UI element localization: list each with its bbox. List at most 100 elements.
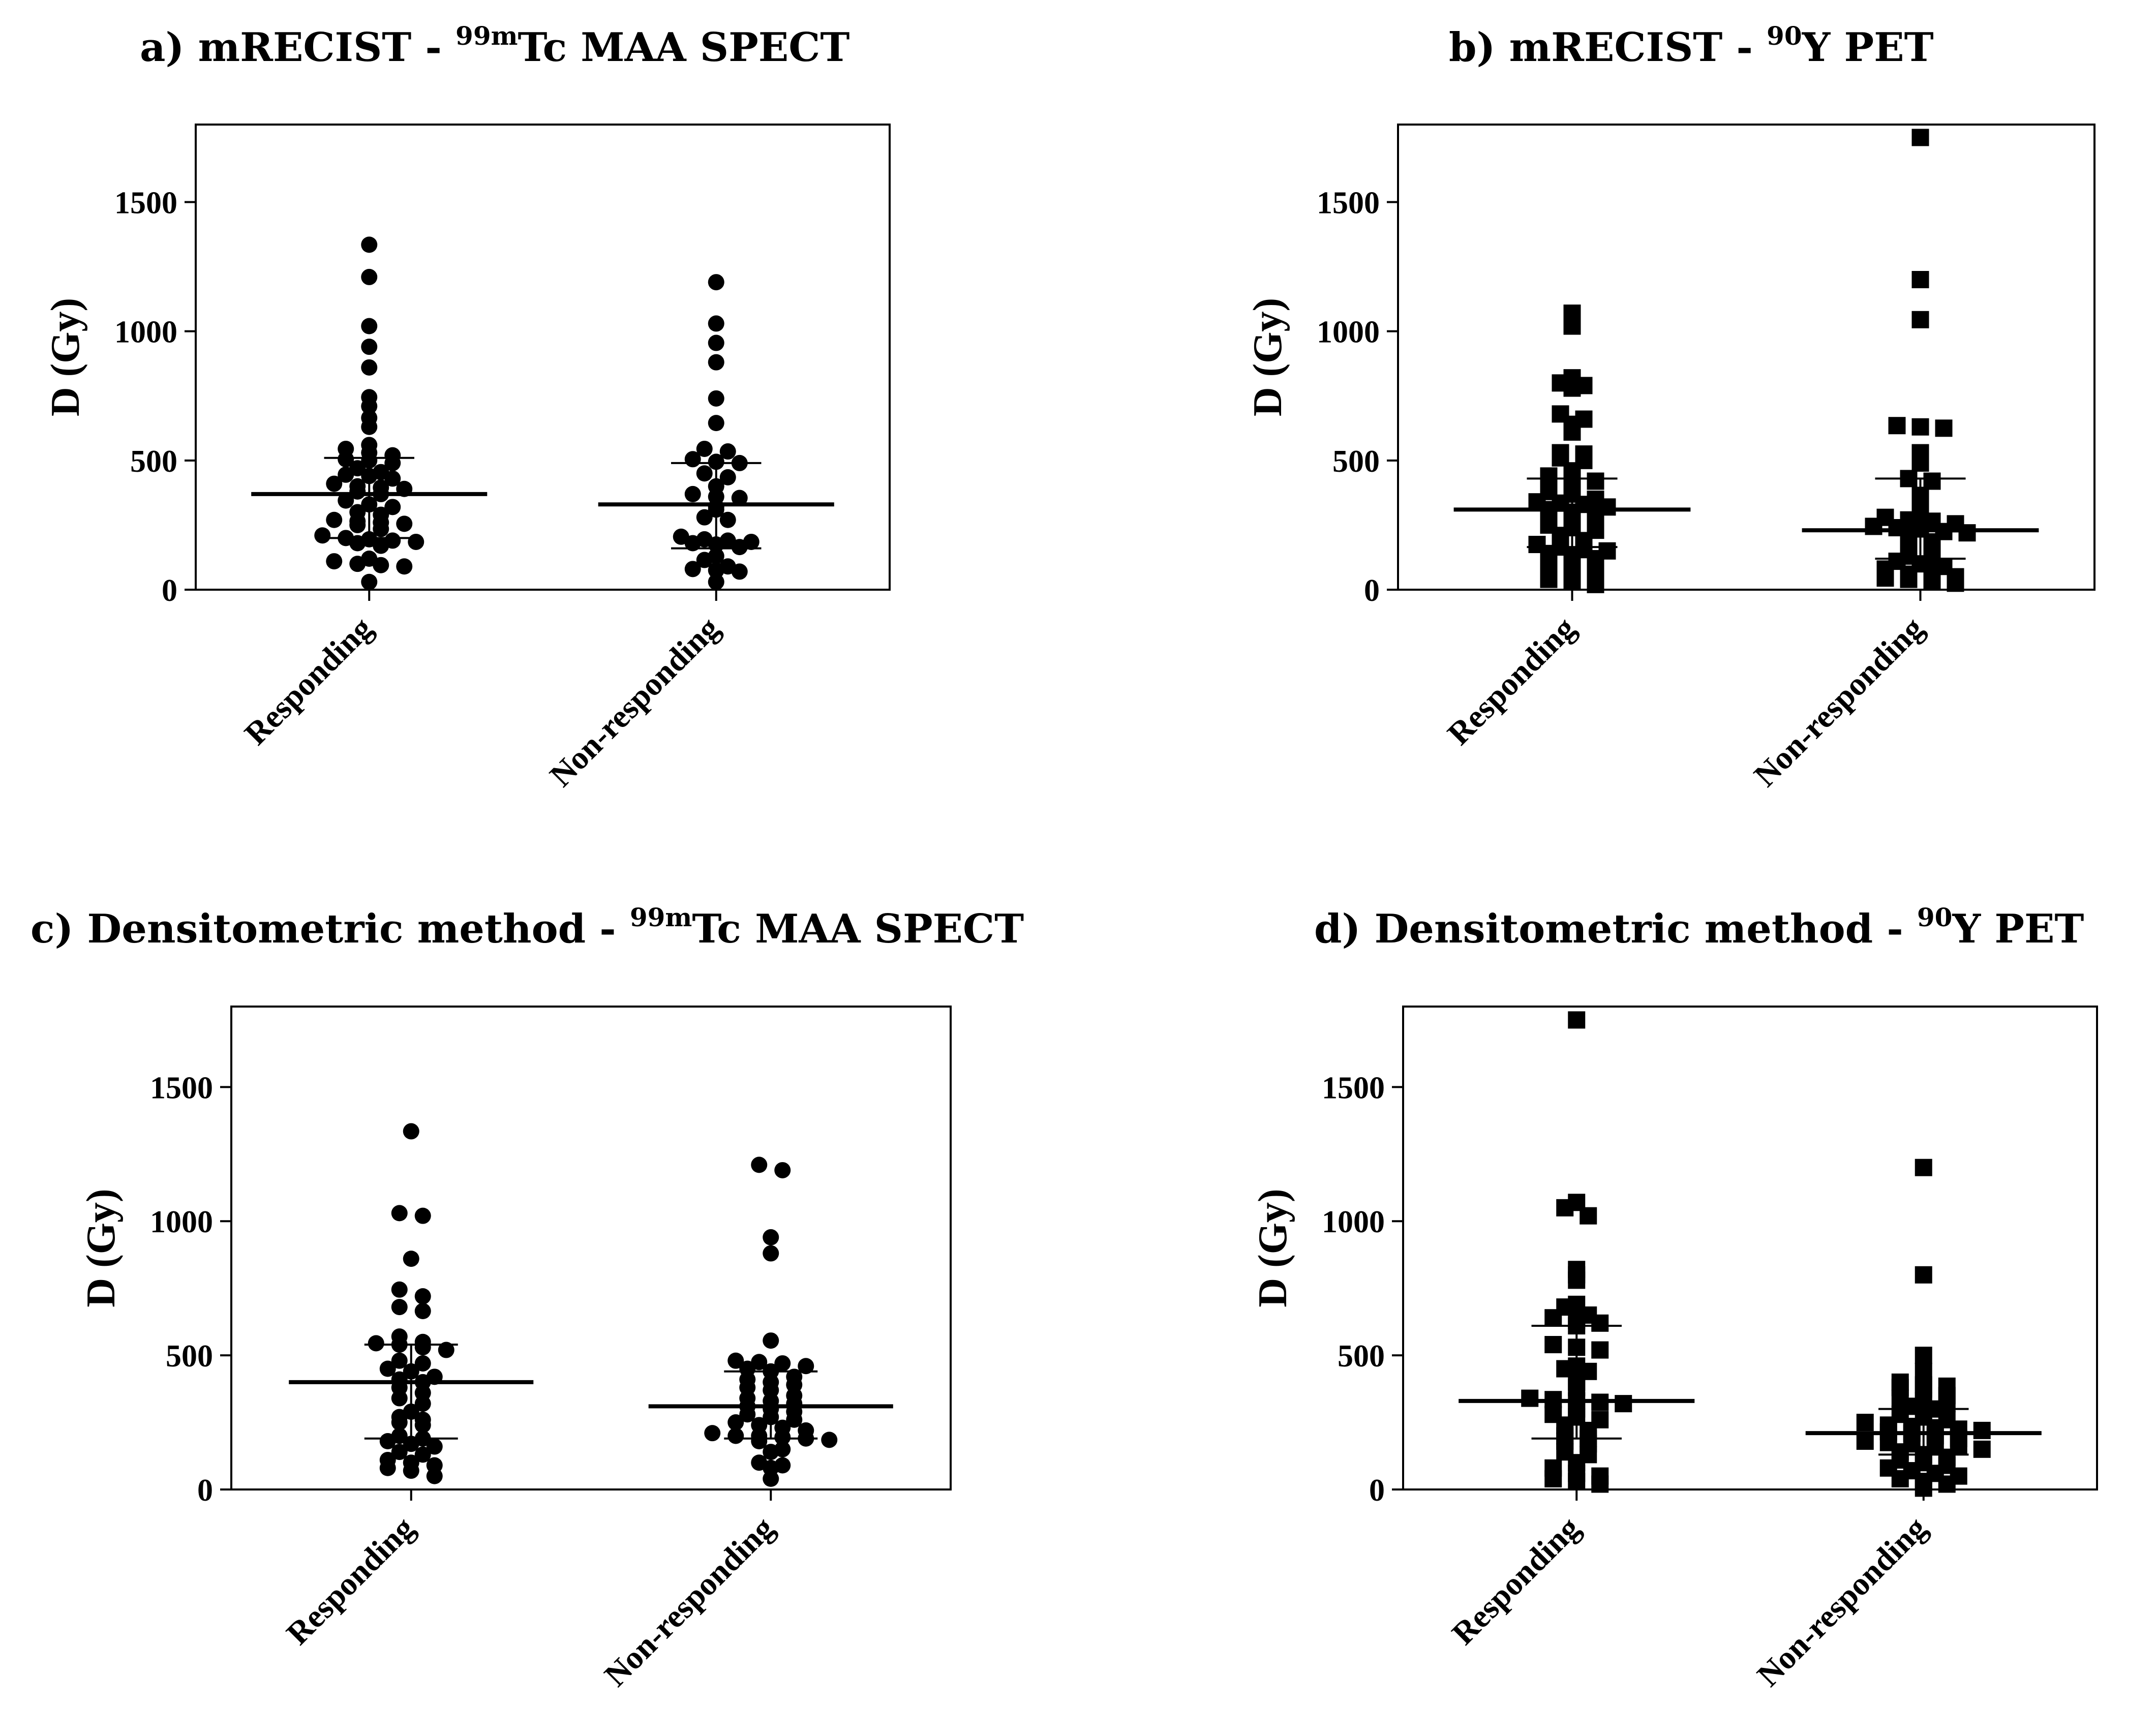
- data-point: [361, 268, 378, 285]
- panel-d-title: d) Densitometric method - 90Y PET: [1314, 902, 2084, 953]
- x-tick-label: Non-responding: [542, 610, 726, 794]
- data-point: [731, 490, 748, 506]
- data-point: [426, 1438, 443, 1455]
- data-point: [774, 1355, 791, 1372]
- data-point: [786, 1368, 803, 1385]
- data-point: [1856, 1414, 1874, 1432]
- data-point: [1552, 444, 1569, 462]
- y-tick-label: 1500: [150, 1071, 213, 1105]
- data-point: [368, 1335, 384, 1352]
- y-tick-label: 0: [197, 1473, 213, 1508]
- data-point: [704, 1425, 721, 1442]
- x-tick-label: Responding: [1440, 610, 1582, 752]
- data-point: [751, 1157, 768, 1173]
- data-point: [727, 1427, 744, 1444]
- data-point: [727, 1414, 744, 1431]
- data-point: [384, 447, 401, 464]
- data-point: [1544, 1336, 1562, 1353]
- data-point: [349, 478, 366, 495]
- data-point: [1544, 1406, 1562, 1423]
- plot-frame: [195, 124, 891, 591]
- data-point: [396, 558, 413, 575]
- data-point: [1540, 467, 1558, 485]
- data-point: [696, 531, 713, 547]
- data-point: [684, 561, 701, 577]
- data-point: [384, 532, 401, 549]
- data-point: [361, 339, 378, 355]
- data-point: [379, 1360, 396, 1377]
- data-point: [1915, 1266, 1932, 1284]
- x-tick-label: Non-responding: [1750, 1510, 1933, 1693]
- data-point: [774, 1441, 791, 1457]
- data-point: [414, 1288, 431, 1304]
- data-point: [1615, 1395, 1632, 1413]
- y-tick-label: 500: [130, 444, 177, 479]
- data-point: [373, 479, 389, 496]
- data-point: [1568, 1011, 1586, 1029]
- data-point: [326, 475, 343, 492]
- data-point: [1915, 1159, 1932, 1176]
- data-point: [684, 485, 701, 502]
- data-point: [719, 558, 736, 575]
- data-point: [438, 1342, 454, 1358]
- data-point: [1911, 311, 1929, 328]
- data-point: [373, 464, 389, 480]
- y-tick-label: 0: [1369, 1473, 1385, 1508]
- data-point: [719, 532, 736, 549]
- y-tick-label: 0: [1364, 573, 1380, 608]
- data-point: [361, 551, 378, 567]
- data-point: [414, 1446, 431, 1463]
- data-point: [774, 1457, 791, 1474]
- data-point: [1973, 1421, 1991, 1439]
- data-point: [1540, 482, 1558, 500]
- data-point: [798, 1422, 814, 1439]
- data-point: [1915, 1347, 1932, 1364]
- data-point: [426, 1457, 443, 1474]
- data-point: [751, 1417, 768, 1434]
- y-tick-label: 500: [1332, 444, 1380, 479]
- data-point: [708, 315, 724, 332]
- data-point: [763, 1332, 779, 1349]
- data-point: [414, 1355, 431, 1372]
- data-point: [391, 1427, 408, 1444]
- data-point: [338, 492, 354, 509]
- data-point: [708, 354, 724, 371]
- data-point: [763, 1229, 779, 1245]
- data-point: [1938, 1377, 1956, 1395]
- panel-c-title: c) Densitometric method - 99mTc MAA SPEC…: [31, 902, 1024, 953]
- data-point: [391, 1352, 408, 1369]
- data-point: [1923, 472, 1941, 490]
- data-point: [403, 1251, 419, 1267]
- x-tick-label: Responding: [1445, 1510, 1587, 1652]
- data-point: [1544, 1459, 1562, 1477]
- data-point: [1973, 1440, 1991, 1458]
- plot-frame: [1397, 124, 2096, 591]
- data-point: [361, 573, 378, 590]
- data-point: [1911, 129, 1929, 146]
- data-point: [1568, 1295, 1586, 1313]
- data-point: [696, 509, 713, 526]
- data-point: [408, 533, 424, 550]
- data-point: [774, 1419, 791, 1436]
- data-point: [414, 1303, 431, 1320]
- data-point: [349, 504, 366, 521]
- data-point: [414, 1411, 431, 1428]
- data-point: [338, 440, 354, 457]
- y-tick-label: 1000: [1317, 315, 1380, 350]
- data-point: [774, 1162, 791, 1178]
- y-tick-label: 0: [162, 573, 177, 608]
- data-point: [361, 318, 378, 334]
- data-point: [361, 236, 378, 253]
- y-axis-label: D (Gy): [43, 298, 88, 416]
- data-point: [391, 1205, 408, 1222]
- data-point: [751, 1454, 768, 1471]
- data-point: [1911, 418, 1929, 436]
- data-point: [708, 415, 724, 432]
- data-point: [763, 1245, 779, 1262]
- y-tick-label: 1000: [114, 315, 177, 350]
- data-point: [743, 533, 760, 550]
- data-point: [379, 1451, 396, 1468]
- data-point: [391, 1444, 408, 1461]
- data-point: [708, 334, 724, 351]
